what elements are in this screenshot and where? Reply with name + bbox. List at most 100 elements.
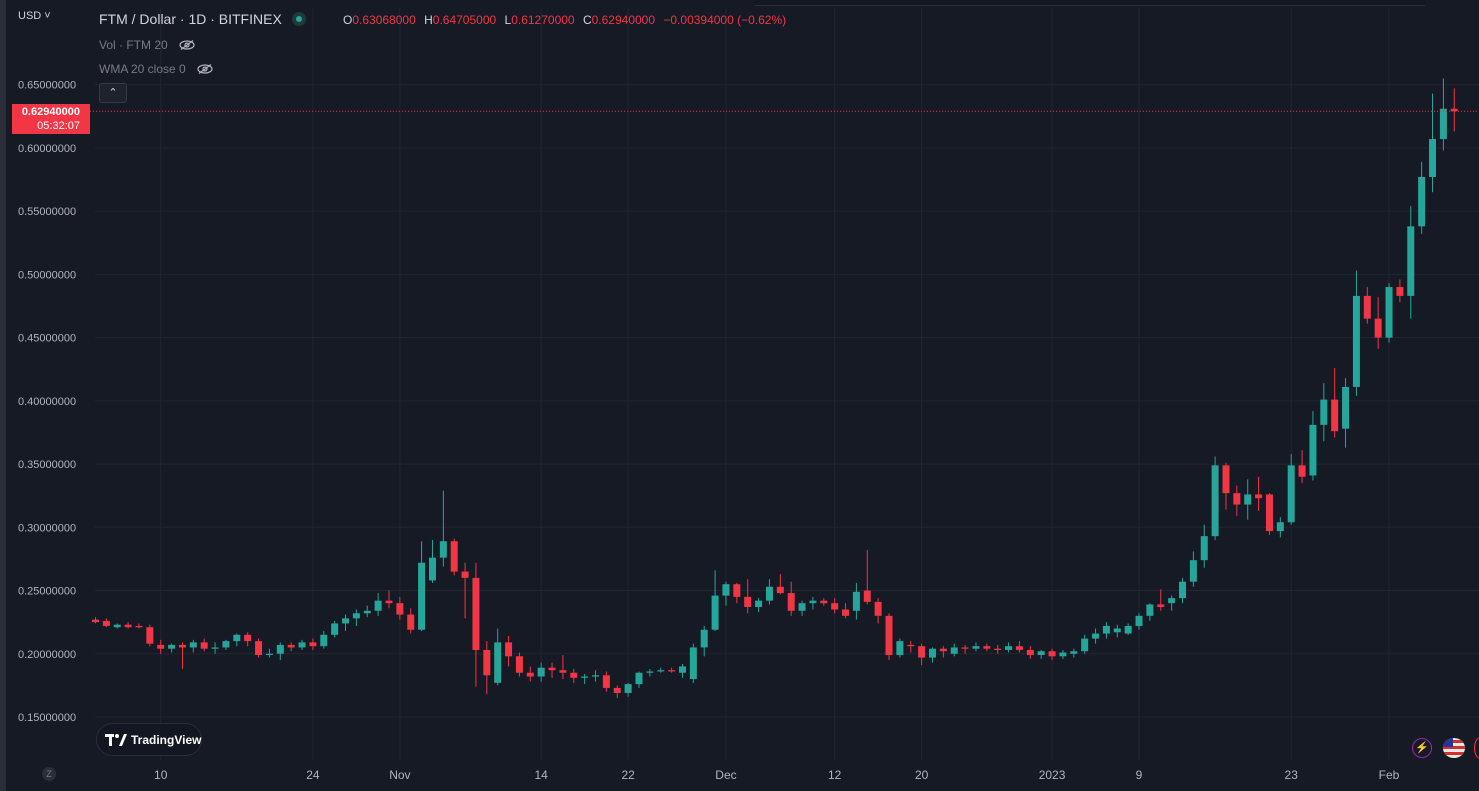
- x-tick-label: Dec: [715, 768, 736, 782]
- candle-body: [1005, 646, 1013, 650]
- candle-body: [483, 649, 491, 676]
- market-status-icon[interactable]: [291, 12, 306, 26]
- y-tick-label: 0.60000000: [18, 143, 76, 155]
- candle-down: [842, 603, 850, 619]
- candle-body: [102, 620, 110, 626]
- timezone-badge[interactable]: Z: [42, 767, 56, 781]
- x-tick-label: 22: [621, 768, 635, 782]
- indicator-volume-label: Vol · FTM 20: [99, 38, 168, 52]
- candle-up: [928, 647, 936, 663]
- candle-up: [265, 648, 273, 658]
- candle-body: [1320, 399, 1328, 425]
- candle-body: [1222, 465, 1230, 494]
- candle-body: [885, 615, 893, 656]
- candle-body: [1092, 633, 1100, 639]
- ohlc-low-value: 0.61270000: [511, 13, 575, 27]
- eye-off-icon[interactable]: [179, 40, 195, 50]
- candle-body: [646, 671, 654, 673]
- candle-body: [874, 601, 882, 616]
- candle-body: [352, 613, 360, 619]
- candle-up: [972, 642, 980, 652]
- candle-body: [863, 590, 871, 602]
- candle-up: [1320, 383, 1328, 442]
- ohlc-values: O0.63068000 H0.64705000 L0.61270000 C0.6…: [343, 13, 791, 27]
- x-tick-label: 24: [306, 768, 320, 782]
- candle-down: [1157, 589, 1165, 611]
- candle-body: [124, 624, 132, 628]
- candle-body: [157, 644, 165, 649]
- candle-body: [972, 646, 980, 649]
- candle-down: [820, 598, 828, 606]
- candle-body: [1135, 615, 1143, 626]
- candle-down: [939, 646, 947, 658]
- us-flag-icon[interactable]: [1443, 738, 1465, 758]
- collapse-legend-button[interactable]: ⌃: [99, 83, 127, 103]
- candle-up: [352, 609, 360, 626]
- candle-body: [211, 647, 219, 649]
- candle-down: [863, 550, 871, 605]
- candle-body: [939, 648, 947, 652]
- currency-selector[interactable]: USD ˅: [18, 10, 51, 22]
- candle-body: [1070, 651, 1078, 654]
- candle-up: [1429, 93, 1437, 193]
- candle-down: [668, 667, 676, 673]
- candle-up: [1081, 634, 1089, 654]
- candle-body: [1309, 424, 1317, 476]
- candle-down: [1233, 485, 1241, 516]
- symbol-legend[interactable]: FTM / Dollar · 1D · BITFINEX: [99, 11, 314, 27]
- candle-up: [211, 642, 219, 654]
- candle-up: [1211, 456, 1219, 540]
- time-axis[interactable]: 10 24 Nov 14 22 Dec 12 20 2023 9 23 Feb: [154, 768, 1400, 782]
- candle-down: [744, 579, 752, 614]
- candle-body: [1342, 386, 1350, 429]
- candle-up: [852, 582, 860, 620]
- candle-body: [342, 618, 350, 624]
- candle-body: [765, 586, 773, 601]
- top-strip: [755, 0, 1425, 6]
- candle-body: [526, 672, 534, 677]
- indicator-volume[interactable]: Vol · FTM 20: [99, 38, 195, 52]
- candle-body: [363, 610, 371, 614]
- candle-up: [276, 642, 284, 661]
- candle-up: [1407, 206, 1415, 319]
- lightning-icon[interactable]: ⚡: [1412, 738, 1432, 758]
- candle-up: [1309, 410, 1317, 481]
- candle-down: [570, 668, 578, 683]
- tradingview-logo[interactable]: TradingView: [96, 723, 202, 756]
- x-tick-label: Feb: [1379, 768, 1400, 782]
- candle-body: [1331, 399, 1339, 432]
- candle-body: [309, 642, 317, 647]
- alert-icon[interactable]: [1474, 738, 1479, 758]
- candle-body: [494, 642, 502, 683]
- candle-body: [1124, 625, 1132, 634]
- chevron-up-icon: ⌃: [108, 87, 118, 99]
- ohlc-close-key: C: [582, 13, 592, 27]
- candle-up: [755, 598, 763, 613]
- y-tick-label: 0.65000000: [18, 80, 76, 92]
- candle-up: [700, 625, 708, 657]
- candle-body: [1233, 493, 1241, 505]
- candle-body: [602, 675, 610, 688]
- candle-down: [1374, 297, 1382, 350]
- left-toolbar-edge: [0, 0, 6, 791]
- candle-body: [635, 672, 643, 685]
- candle-up: [581, 674, 589, 685]
- price-axis[interactable]: 0.15000000 0.20000000 0.25000000 0.30000000…: [18, 80, 76, 724]
- candle-down: [1331, 367, 1339, 438]
- candle-up: [189, 639, 197, 653]
- candle-body: [657, 670, 665, 672]
- candle-up: [798, 600, 806, 616]
- y-tick-label: 0.15000000: [18, 712, 76, 724]
- candle-body: [1211, 465, 1219, 537]
- indicator-wma[interactable]: WMA 20 close 0: [99, 62, 213, 76]
- candle-body: [1276, 522, 1284, 532]
- candle-body: [428, 557, 436, 581]
- candle-body: [570, 672, 578, 678]
- candle-down: [787, 581, 795, 616]
- candle-body: [200, 642, 208, 649]
- candle-up: [1418, 161, 1426, 234]
- eye-off-icon[interactable]: [197, 64, 213, 74]
- y-tick-label: 0.30000000: [18, 522, 76, 534]
- y-tick-label: 0.50000000: [18, 269, 76, 281]
